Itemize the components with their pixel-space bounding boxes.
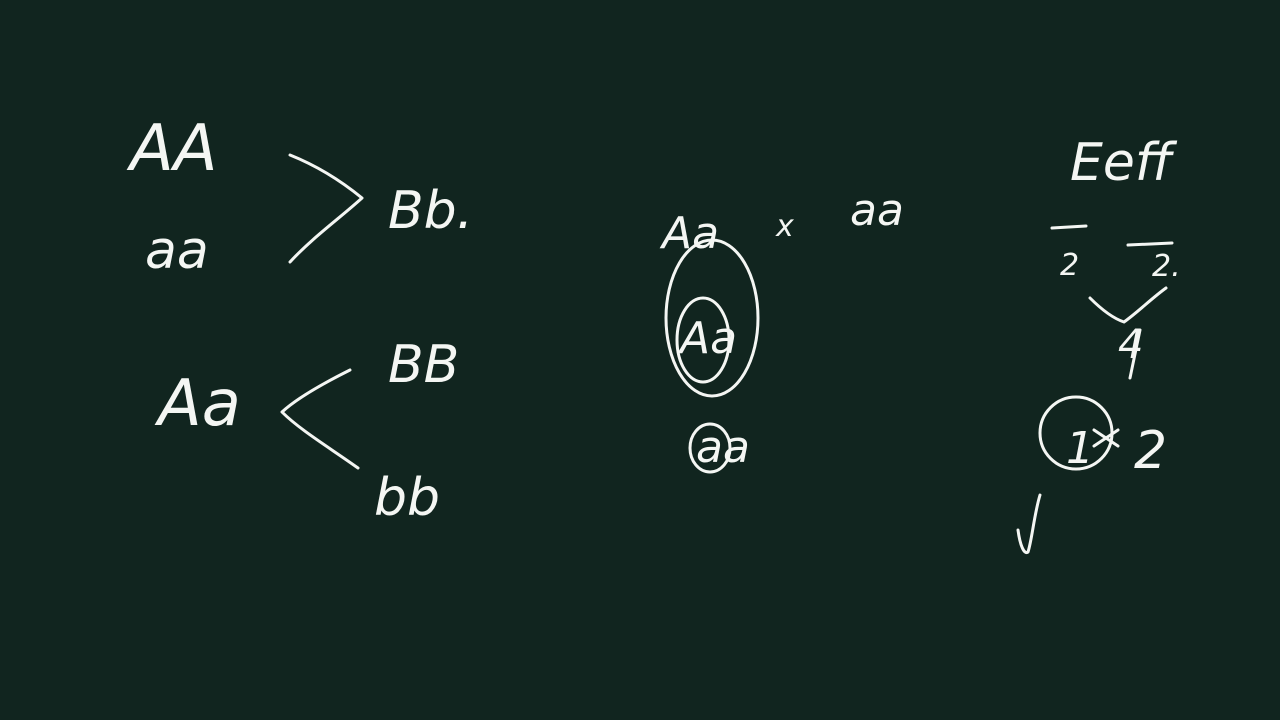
greater-than-bracket <box>288 153 364 264</box>
fraction-bar-left <box>1050 224 1088 230</box>
gamete-circle-a <box>688 422 732 474</box>
fraction-bar-right <box>1126 241 1174 247</box>
genotype-aa: aa <box>145 221 209 281</box>
genotype-Eeff: Eeff <box>1070 133 1178 193</box>
multiply-bracket <box>1088 286 1168 324</box>
genotype-Bb: Bb. <box>388 181 473 241</box>
right-section: Eeff 2 2. 4 1 2 <box>1016 133 1181 555</box>
genotype-AA: AA <box>126 112 218 186</box>
ratio-right: 2 <box>1134 421 1167 481</box>
fraction-denominator-left: 2 <box>1060 248 1079 283</box>
ratio-left: 1 <box>1066 423 1094 474</box>
cross-symbol: x <box>775 209 794 244</box>
check-mark <box>1016 493 1042 555</box>
offspring-aa: aa <box>696 422 750 473</box>
gamete-loop-large <box>664 238 760 398</box>
product-stroke <box>1128 328 1142 380</box>
genotype-BB: BB <box>388 335 459 395</box>
genotype-Aa-left: Aa <box>154 367 241 441</box>
left-section: AA aa Bb. Aa BB bb <box>126 112 473 528</box>
genotype-bb: bb <box>374 468 440 528</box>
middle-section: Aa x aa Aa aa <box>659 185 904 474</box>
fraction-denominator-right: 2. <box>1152 249 1181 284</box>
less-than-bracket <box>280 368 360 470</box>
cross-parent-aa: aa <box>850 185 904 236</box>
offspring-Aa: Aa <box>677 313 737 364</box>
ratio-colon <box>1092 428 1120 448</box>
gamete-circle-A <box>675 296 731 384</box>
